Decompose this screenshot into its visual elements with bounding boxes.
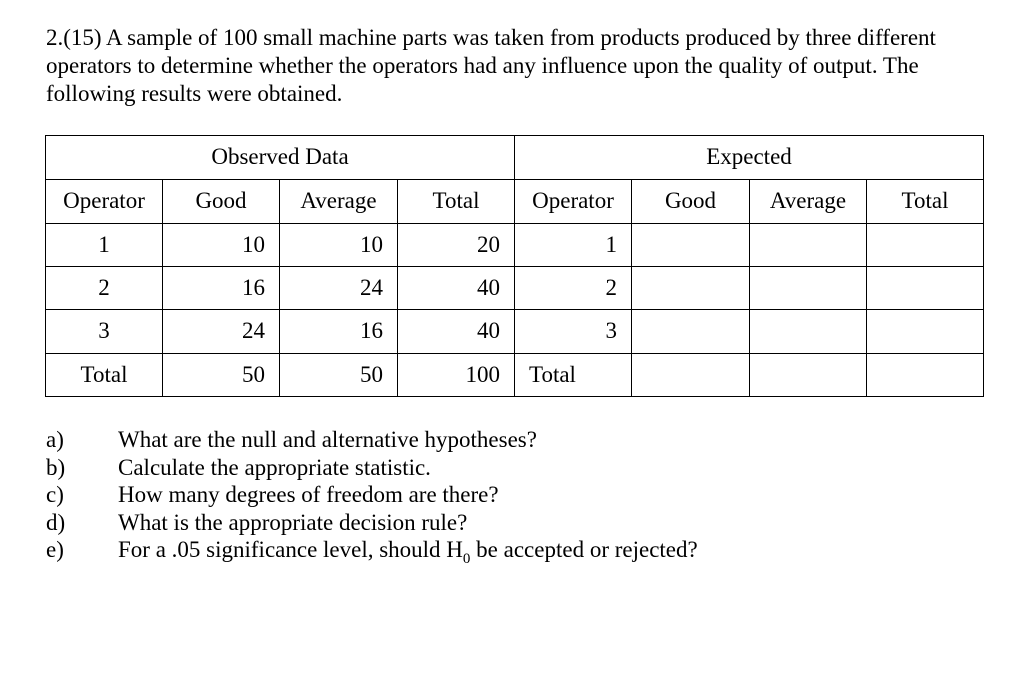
section-header-row: Observed Data Expected <box>45 134 985 181</box>
observed-operator-cell: 1 <box>45 222 163 267</box>
observed-operator-cell: 2 <box>45 265 163 311</box>
observed-good-cell: 16 <box>162 265 280 311</box>
header-expected-total: Total <box>865 179 985 224</box>
observed-good-total: 50 <box>162 352 280 398</box>
column-header-row: Operator Good Average Total Operator Goo… <box>45 179 985 224</box>
question-text: What is the appropriate decision rule? <box>118 509 468 535</box>
header-observed-average: Average <box>279 179 398 224</box>
question-letter: a) <box>46 427 64 452</box>
header-observed-good: Good <box>162 179 280 224</box>
contingency-table: Observed Data Expected Operator Good Ave… <box>45 134 985 398</box>
observed-total-cell: 20 <box>397 222 515 267</box>
table-row: 3 24 16 40 3 <box>45 309 985 354</box>
observed-total-cell: 40 <box>397 309 515 354</box>
question-letter: c) <box>46 482 64 507</box>
header-observed-total: Total <box>397 179 515 224</box>
observed-good-cell: 24 <box>162 309 280 354</box>
observed-total-label: Total <box>45 352 163 398</box>
question-list: a) What are the null and alternative hyp… <box>46 426 698 568</box>
question-letter: d) <box>46 509 66 535</box>
expected-grand-total <box>865 352 985 398</box>
observed-good-cell: 10 <box>162 222 280 267</box>
expected-good-cell <box>631 222 750 267</box>
question-item: c) How many degrees of freedom are there… <box>46 481 698 509</box>
observed-operator-cell: 3 <box>45 309 163 354</box>
header-expected-operator: Operator <box>514 179 632 224</box>
expected-total-cell <box>865 222 985 267</box>
observed-average-total: 50 <box>279 352 398 398</box>
expected-average-total <box>749 352 867 398</box>
question-letter: e) <box>46 537 64 562</box>
observed-average-cell: 24 <box>279 265 398 311</box>
expected-operator-cell: 3 <box>514 309 632 354</box>
question-text: For a .05 significance level, should H0 … <box>118 536 698 568</box>
expected-good-cell <box>631 309 750 354</box>
observed-average-cell: 10 <box>279 222 398 267</box>
observed-data-title: Observed Data <box>45 134 515 181</box>
table-row-total: Total 50 50 100 Total <box>45 352 985 398</box>
expected-total-label: Total <box>514 352 632 398</box>
expected-good-cell <box>631 265 750 311</box>
expected-total-cell <box>865 265 985 311</box>
header-observed-operator: Operator <box>45 179 163 224</box>
question-text-before: For a .05 significance level, should H <box>118 537 463 562</box>
expected-average-cell <box>749 265 867 311</box>
header-expected-good: Good <box>631 179 750 224</box>
question-letter: b) <box>46 454 66 480</box>
expected-total-cell <box>865 309 985 354</box>
observed-average-cell: 16 <box>279 309 398 354</box>
problem-statement: 2.(15) A sample of 100 small machine par… <box>46 25 936 106</box>
expected-good-total <box>631 352 750 398</box>
question-text: How many degrees of freedom are there? <box>118 482 499 507</box>
expected-operator-cell: 1 <box>514 222 632 267</box>
question-item: b) Calculate the appropriate statistic. <box>46 454 698 482</box>
header-expected-average: Average <box>749 179 867 224</box>
expected-average-cell <box>749 309 867 354</box>
question-text-after: be accepted or rejected? <box>470 537 698 562</box>
observed-grand-total: 100 <box>397 352 515 398</box>
null-hypothesis-subscript: 0 <box>462 551 471 567</box>
table-row: 2 16 24 40 2 <box>45 265 985 311</box>
question-item: d) What is the appropriate decision rule… <box>46 509 698 537</box>
question-text: What are the null and alternative hypoth… <box>118 427 537 452</box>
question-text: Calculate the appropriate statistic. <box>118 454 431 480</box>
question-item: e) For a .05 significance level, should … <box>46 536 698 568</box>
expected-title: Expected <box>513 134 985 181</box>
observed-total-cell: 40 <box>397 265 515 311</box>
expected-operator-cell: 2 <box>514 265 632 311</box>
table-row: 1 10 10 20 1 <box>45 222 985 267</box>
question-item: a) What are the null and alternative hyp… <box>46 426 698 454</box>
expected-average-cell <box>749 222 867 267</box>
